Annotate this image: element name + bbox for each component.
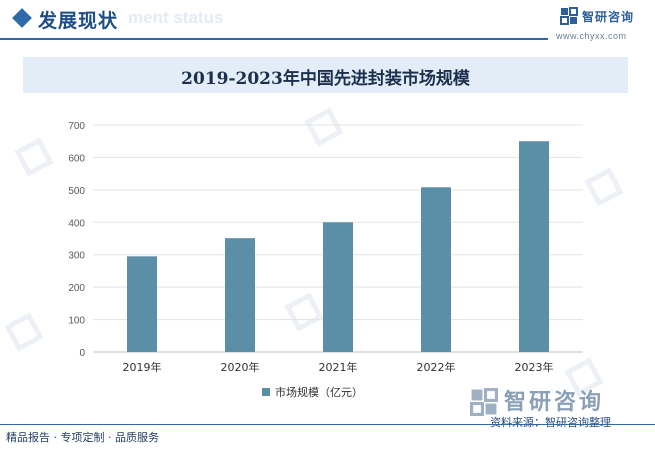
x-tick-label: 2023年 bbox=[515, 360, 554, 374]
x-tick-label: 2022年 bbox=[417, 360, 456, 374]
section-title: 发展现状 bbox=[38, 10, 119, 32]
header-divider bbox=[0, 38, 548, 40]
y-tick-label: 100 bbox=[68, 316, 85, 327]
x-tick-label: 2020年 bbox=[221, 360, 260, 374]
footer-divider bbox=[0, 424, 655, 425]
x-tick-label: 2019年 bbox=[123, 360, 162, 374]
x-tick-label: 2021年 bbox=[319, 360, 358, 374]
bar bbox=[519, 141, 549, 352]
logo-icon bbox=[470, 388, 498, 416]
y-tick-label: 600 bbox=[68, 153, 85, 164]
footer-tagline: 精品报告 · 专项定制 · 品质服务 bbox=[6, 431, 159, 444]
chart-title-band: 2019-2023年中国先进封装市场规模 bbox=[23, 57, 628, 93]
bar bbox=[421, 187, 451, 352]
header: 发展现状 ment status 智研咨询 www.chyxx.com bbox=[0, 0, 655, 44]
bottom-brand-watermark: 智研咨询 bbox=[470, 388, 601, 420]
y-tick-label: 400 bbox=[68, 218, 85, 229]
legend-swatch bbox=[262, 388, 270, 396]
y-tick-label: 0 bbox=[79, 348, 85, 359]
bottom-brand-name: 智研咨询 bbox=[504, 390, 605, 415]
source-label: 资料来源：智研咨询整理 bbox=[490, 416, 611, 429]
brand-logo-block: 智研咨询 www.chyxx.com bbox=[556, 7, 650, 41]
bar bbox=[127, 256, 157, 352]
y-tick-label: 500 bbox=[68, 186, 85, 197]
brand-url: www.chyxx.com bbox=[556, 31, 627, 41]
legend-label: 市场规模（亿元） bbox=[275, 385, 363, 399]
source-note: 资料来源：智研咨询整理 bbox=[490, 414, 611, 430]
y-tick-label: 700 bbox=[68, 121, 85, 132]
y-tick-label: 300 bbox=[68, 251, 85, 262]
section-subtitle-ghost: ment status bbox=[128, 8, 224, 27]
bar bbox=[323, 222, 353, 352]
bar bbox=[225, 238, 255, 352]
y-tick-label: 200 bbox=[68, 283, 85, 294]
brand-name: 智研咨询 bbox=[582, 10, 635, 24]
chart-title: 2019-2023年中国先进封装市场规模 bbox=[181, 69, 470, 89]
logo-icon bbox=[560, 7, 578, 25]
